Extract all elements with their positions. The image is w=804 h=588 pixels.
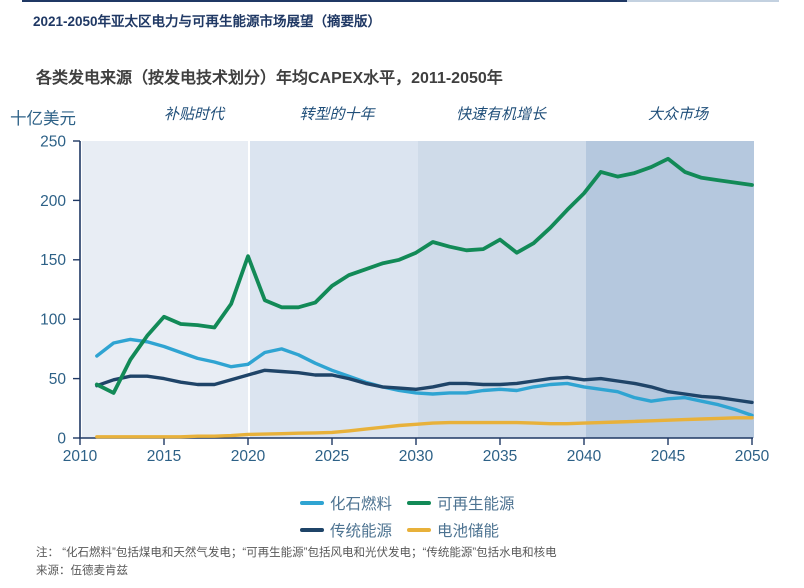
legend-swatch-电池储能 (407, 527, 431, 533)
era-label-2: 转型的十年 (299, 106, 375, 123)
y-tick-label: 250 (40, 133, 66, 150)
y-tick-label: 200 (40, 193, 66, 210)
legend-swatch-可再生能源 (407, 500, 431, 506)
x-tick-label: 2010 (63, 448, 98, 465)
legend-item-化石燃料: 化石燃料 (300, 492, 407, 514)
series-line-可再生能源 (94, 156, 754, 395)
legend-label-电池储能: 电池储能 (437, 523, 500, 540)
x-tick-label: 2030 (399, 448, 434, 465)
legend-swatch-传统能源 (300, 527, 324, 533)
source-text: 来源：伍德麦肯兹 (36, 565, 128, 577)
x-tick-label: 2035 (483, 448, 517, 465)
legend-label-可再生能源: 可再生能源 (437, 496, 515, 513)
top-rule-light-segment (627, 0, 779, 2)
era-label-1: 补贴时代 (163, 106, 225, 123)
x-tick-label: 2015 (147, 448, 181, 465)
legend-item-可再生能源: 可再生能源 (407, 492, 515, 514)
legend-item-电池储能: 电池储能 (407, 519, 515, 541)
x-tick-label: 2045 (651, 448, 685, 465)
x-tick-label: 2020 (231, 448, 266, 465)
series-line-传统能源 (95, 368, 754, 405)
legend-swatch-化石燃料 (300, 500, 324, 506)
x-tick-label: 2040 (567, 448, 602, 465)
series-line-化石燃料 (95, 337, 754, 418)
report-title: 2021-2050年亚太区电力与可再生能源市场展望（摘要版） (33, 14, 382, 29)
note-text: 注： “化石燃料”包括煤电和天然气发电；“可再生能源”包括风电和光伏发电；“传统… (36, 547, 557, 559)
chart-area: 0 50 100 150 200 250 2010 2015 2020 2025 2030 2035 2… (40, 133, 770, 465)
x-tick-label: 2050 (735, 448, 770, 465)
legend-label-传统能源: 传统能源 (330, 523, 393, 540)
era-band-4 (586, 141, 754, 438)
y-tick-label: 50 (49, 371, 67, 388)
series-line-电池储能 (95, 416, 754, 439)
legend-item-传统能源: 传统能源 (300, 519, 407, 541)
top-rule-dark-segment (22, 0, 627, 2)
y-tick-label: 100 (40, 312, 66, 329)
x-tick-label: 2025 (315, 448, 349, 465)
legend-label-化石燃料: 化石燃料 (330, 496, 393, 513)
y-axis-unit-label: 十亿美元 (10, 110, 76, 128)
y-tick-label: 150 (40, 252, 66, 269)
top-rule (0, 0, 804, 3)
y-tick-label: 0 (57, 430, 66, 447)
era-band-2 (250, 141, 418, 438)
chart-title: 各类发电来源（按发电技术划分）年均CAPEX水平，2011-2050年 (36, 70, 503, 87)
era-label-4: 大众市场 (647, 106, 709, 123)
chart-legend: 化石燃料 可再生能源传统能源 电池储能 (300, 492, 515, 541)
era-labels: 补贴时代 转型的十年 快速有机增长 大众市场 (0, 0, 804, 130)
era-label-3: 快速有机增长 (455, 106, 547, 123)
era-band-1 (82, 141, 248, 438)
